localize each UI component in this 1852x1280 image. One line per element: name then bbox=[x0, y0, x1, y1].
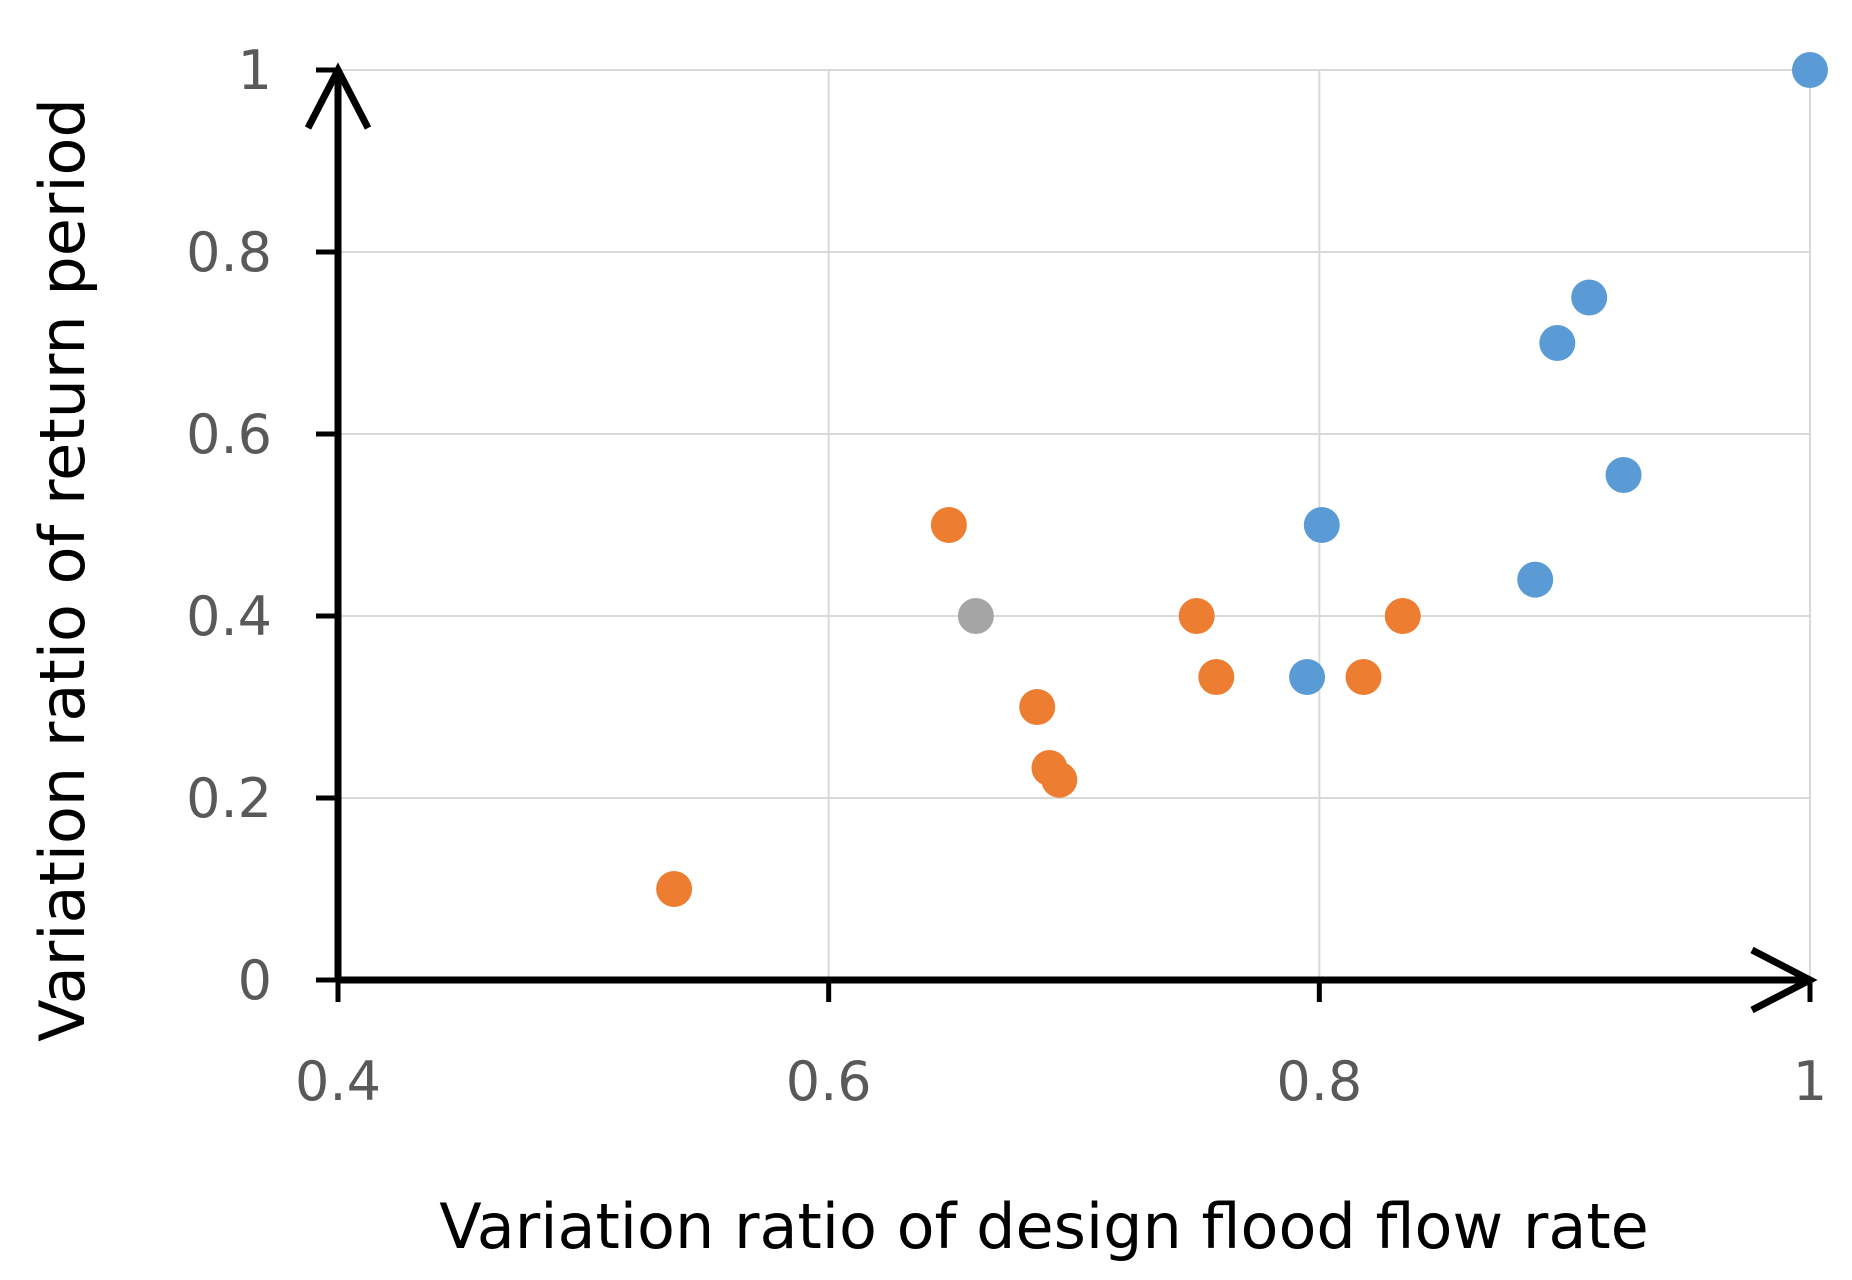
y-axis-title: Variation ratio of return period bbox=[26, 98, 99, 1042]
x-tick-label: 0.6 bbox=[786, 1050, 872, 1113]
data-point-gray bbox=[957, 598, 994, 634]
data-point-orange bbox=[1384, 598, 1421, 634]
y-tick-label: 0.4 bbox=[186, 585, 272, 648]
x-tick-label: 0.8 bbox=[1276, 1050, 1362, 1113]
point-layer bbox=[656, 52, 1828, 907]
data-point-orange bbox=[1041, 761, 1078, 798]
data-point-blue bbox=[1303, 507, 1340, 543]
y-tick-label: 0.2 bbox=[186, 767, 272, 830]
grid-layer bbox=[338, 69, 1811, 980]
data-point-blue bbox=[1605, 456, 1642, 493]
data-point-blue bbox=[1289, 658, 1326, 695]
x-tick-label: 1 bbox=[1793, 1050, 1827, 1113]
data-point-orange bbox=[1178, 598, 1215, 634]
axis-layer bbox=[304, 62, 1818, 1014]
x-axis-title: Variation ratio of design flood flow rat… bbox=[439, 1190, 1649, 1263]
data-point-blue bbox=[1517, 561, 1554, 598]
data-point-orange bbox=[1019, 689, 1056, 725]
data-point-orange bbox=[656, 871, 693, 907]
data-point-blue bbox=[1571, 279, 1608, 316]
y-tick-label: 0 bbox=[238, 949, 272, 1012]
data-point-orange bbox=[1198, 658, 1235, 695]
y-tick-label: 1 bbox=[238, 39, 272, 102]
y-tick-label: 0.6 bbox=[186, 403, 272, 466]
tick-label-layer: 0 0.2 0.4 0.6 0.8 1 0.4 0.6 0.8 1 bbox=[186, 39, 1827, 1113]
y-tick-label: 0.8 bbox=[186, 221, 272, 284]
x-tick-label: 0.4 bbox=[295, 1050, 381, 1113]
data-point-orange bbox=[1345, 658, 1382, 695]
data-point-blue bbox=[1792, 52, 1828, 88]
data-point-blue bbox=[1539, 325, 1576, 361]
data-point-orange bbox=[930, 507, 967, 543]
